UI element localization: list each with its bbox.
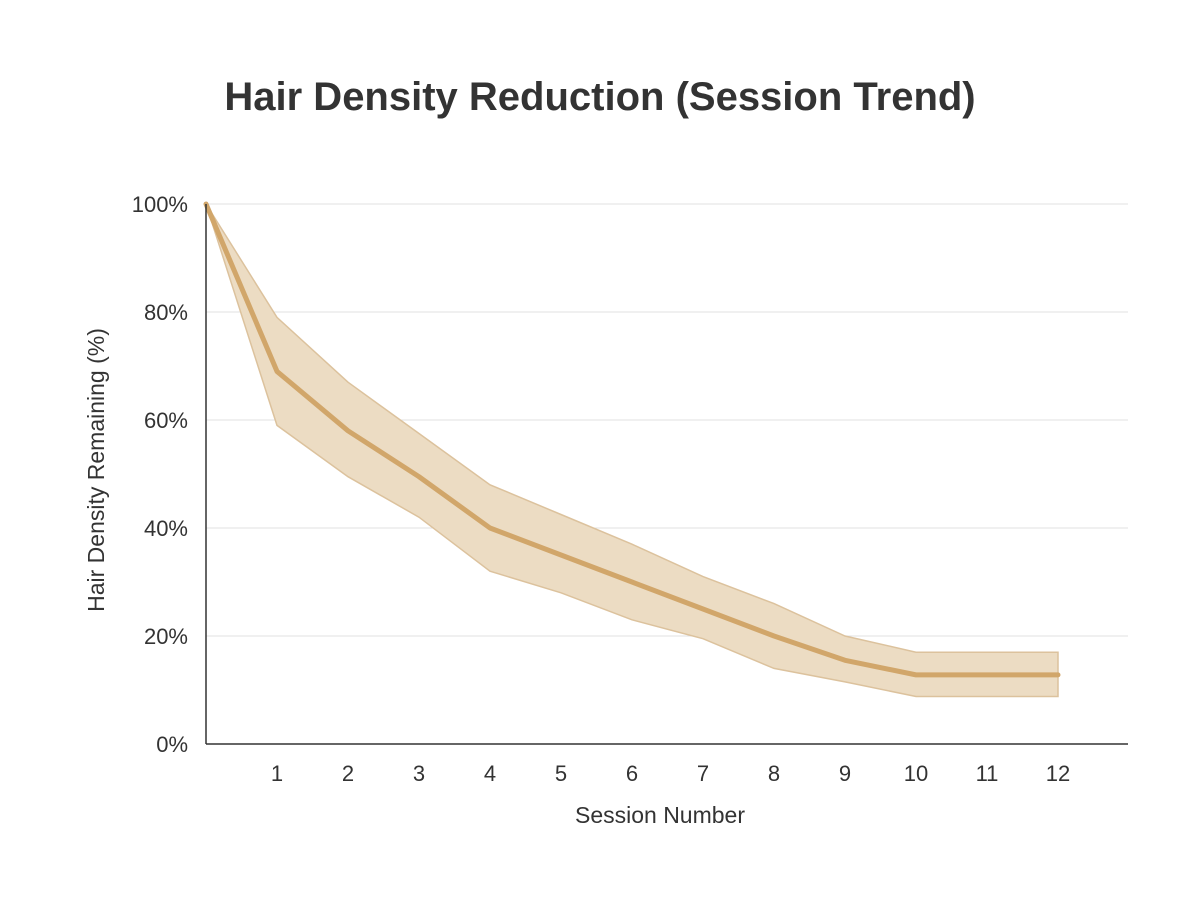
x-tick-label: 8 — [768, 761, 780, 786]
band-layer — [205, 203, 1059, 698]
x-tick-label: 3 — [413, 761, 425, 786]
confidence-band — [205, 203, 1059, 698]
x-tick-labels: 1 2 3 4 5 6 7 8 9 10 11 12 — [271, 761, 1070, 786]
x-tick-label: 12 — [1046, 761, 1070, 786]
x-tick-label: 11 — [976, 761, 999, 786]
y-tick-label: 80% — [144, 300, 188, 325]
x-tick-label: 4 — [484, 761, 496, 786]
y-tick-label: 20% — [144, 624, 188, 649]
series-line — [203, 201, 1061, 678]
y-tick-label: 0% — [156, 732, 188, 757]
chart-title: Hair Density Reduction (Session Trend) — [224, 75, 975, 119]
y-tick-labels: 0% 20% 40% 60% 80% 100% — [132, 192, 188, 757]
y-tick-label: 60% — [144, 408, 188, 433]
line-layer — [203, 201, 1061, 678]
y-tick-label: 100% — [132, 192, 188, 217]
y-axis-label: Hair Density Remaining (%) — [83, 328, 109, 612]
x-tick-label: 10 — [904, 761, 928, 786]
x-tick-label: 9 — [839, 761, 851, 786]
x-tick-label: 7 — [697, 761, 709, 786]
x-axis-label: Session Number — [575, 802, 745, 828]
x-tick-label: 6 — [626, 761, 638, 786]
x-tick-label: 1 — [271, 761, 283, 786]
y-tick-label: 40% — [144, 516, 188, 541]
x-tick-label: 2 — [342, 761, 354, 786]
axis-layer — [205, 204, 1128, 745]
x-tick-label: 5 — [555, 761, 567, 786]
